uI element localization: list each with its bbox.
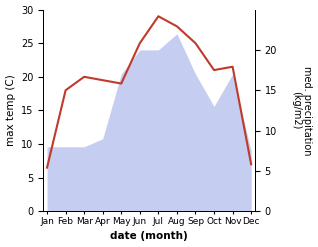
X-axis label: date (month): date (month) xyxy=(110,231,188,242)
Y-axis label: max temp (C): max temp (C) xyxy=(5,75,16,146)
Y-axis label: med. precipitation
(kg/m2): med. precipitation (kg/m2) xyxy=(291,66,313,155)
